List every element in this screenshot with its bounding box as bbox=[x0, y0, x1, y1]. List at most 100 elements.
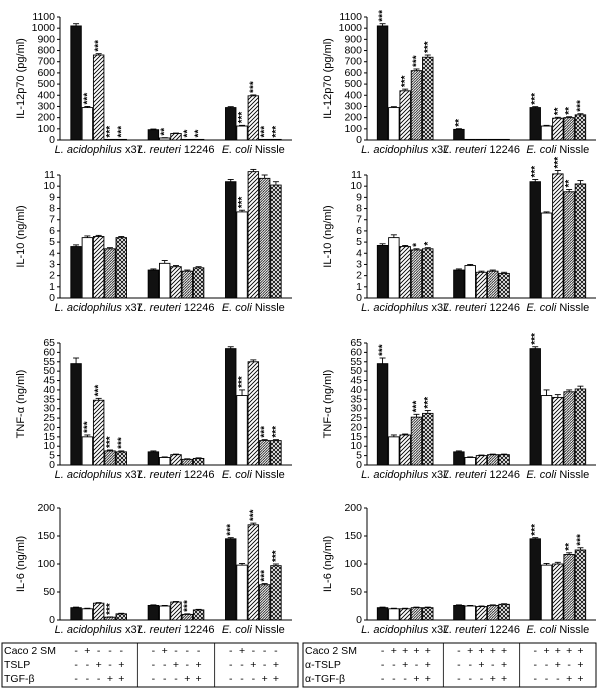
table-cell: + bbox=[196, 659, 202, 671]
table-cell: + bbox=[577, 673, 583, 685]
significance-stars: *** bbox=[260, 426, 271, 438]
y-tick-label: 0 bbox=[49, 459, 55, 471]
group-label-strain: Nissle bbox=[252, 302, 285, 314]
table-cell: + bbox=[107, 673, 113, 685]
bar bbox=[70, 246, 82, 299]
bar bbox=[236, 125, 248, 141]
bar bbox=[247, 171, 260, 299]
y-tick-label: 150 bbox=[344, 530, 362, 542]
significance-stars: ** bbox=[553, 107, 564, 115]
bar bbox=[540, 212, 553, 299]
bar bbox=[552, 173, 564, 299]
y-tick-label: 500 bbox=[37, 78, 55, 90]
table-cell: - bbox=[533, 659, 537, 671]
y-tick-label: 0 bbox=[49, 614, 55, 626]
group-label-species: L. reuteri bbox=[443, 144, 487, 156]
y-tick-label: 5 bbox=[356, 450, 362, 462]
y-tick-label: 20 bbox=[350, 421, 362, 433]
table-cell: - bbox=[163, 659, 167, 671]
bar bbox=[225, 348, 237, 466]
significance-stars: *** bbox=[82, 93, 93, 105]
group-label: L. reuteri 12246 bbox=[443, 302, 520, 314]
bar bbox=[498, 603, 510, 621]
table-cell: - bbox=[108, 659, 112, 671]
y-tick-label: 700 bbox=[37, 56, 55, 68]
y-tick-label: 50 bbox=[350, 586, 362, 598]
y-tick-label: 55 bbox=[350, 356, 362, 368]
y-tick-label: 2 bbox=[49, 270, 55, 282]
bar bbox=[115, 138, 127, 141]
table-cell: + bbox=[184, 673, 190, 685]
table-cell: + bbox=[162, 645, 168, 657]
table-cell: - bbox=[263, 659, 267, 671]
bar bbox=[158, 137, 171, 141]
bar bbox=[92, 602, 105, 621]
bar bbox=[453, 604, 465, 621]
group-label-strain: 12246 bbox=[181, 469, 215, 481]
group-label: L. acidophilus x37 bbox=[55, 624, 143, 636]
group-label: L. acidophilus x37 bbox=[55, 469, 143, 481]
y-tick-label: 65 bbox=[350, 337, 362, 349]
y-tick-label: 7 bbox=[49, 214, 55, 226]
group-label: L. acidophilus x37 bbox=[361, 624, 449, 636]
bar bbox=[92, 399, 105, 466]
group-label-strain: Nissle bbox=[556, 624, 589, 636]
group-label: L. reuteri 12246 bbox=[137, 302, 214, 314]
table-cell: - bbox=[229, 659, 233, 671]
bar bbox=[225, 107, 237, 141]
group-label-strain: 12246 bbox=[486, 624, 520, 636]
table-cell: - bbox=[457, 659, 461, 671]
table-cell: + bbox=[84, 645, 90, 657]
group-label: L. reuteri 12246 bbox=[137, 144, 214, 156]
bar bbox=[192, 138, 205, 141]
bar bbox=[552, 117, 564, 141]
bar bbox=[540, 395, 553, 466]
significance-stars: *** bbox=[575, 100, 586, 112]
group-label-species: E. coli bbox=[526, 302, 557, 314]
bar bbox=[376, 244, 389, 299]
y-tick-label: 15 bbox=[43, 431, 55, 443]
bar bbox=[464, 605, 476, 621]
bar bbox=[563, 191, 575, 299]
y-tick-label: 60 bbox=[350, 346, 362, 358]
bar bbox=[529, 181, 541, 299]
y-tick-label: 0 bbox=[49, 292, 55, 304]
y-tick-label: 45 bbox=[350, 375, 362, 387]
table-cell: - bbox=[468, 673, 472, 685]
group-label-species: L. acidophilus bbox=[55, 624, 123, 636]
y-tick-label: 400 bbox=[37, 89, 55, 101]
table-cell: + bbox=[273, 659, 279, 671]
table-cell: - bbox=[240, 673, 244, 685]
y-tick-label: 10 bbox=[43, 440, 55, 452]
y-tick-label: 1 bbox=[356, 281, 362, 293]
bar bbox=[574, 388, 587, 466]
y-tick-label: 30 bbox=[43, 403, 55, 415]
group-label-species: E. coli bbox=[222, 302, 253, 314]
table-cell: + bbox=[501, 645, 507, 657]
group-label: L. acidophilus x37 bbox=[361, 302, 449, 314]
y-tick-label: 9 bbox=[49, 191, 55, 203]
table-cell: + bbox=[118, 673, 124, 685]
significance-stars: ** bbox=[564, 543, 575, 551]
bar bbox=[453, 128, 465, 141]
bar bbox=[563, 554, 575, 621]
group-label-strain: x37 bbox=[428, 469, 449, 481]
y-tick-label: 300 bbox=[344, 100, 362, 112]
bar bbox=[225, 538, 237, 621]
y-tick-label: 25 bbox=[350, 412, 362, 424]
bar bbox=[192, 609, 205, 621]
y-tick-label: 100 bbox=[344, 558, 362, 570]
significance-stars: ** bbox=[194, 130, 205, 138]
bar bbox=[388, 436, 400, 466]
y-tick-label: 700 bbox=[344, 56, 362, 68]
y-tick-label: 2 bbox=[356, 270, 362, 282]
table-cell: + bbox=[391, 645, 397, 657]
significance-stars: *** bbox=[530, 166, 541, 178]
y-tick-label: 35 bbox=[350, 393, 362, 405]
table-cell: - bbox=[457, 645, 461, 657]
y-tick-label: 0 bbox=[356, 459, 362, 471]
bar bbox=[81, 608, 94, 621]
